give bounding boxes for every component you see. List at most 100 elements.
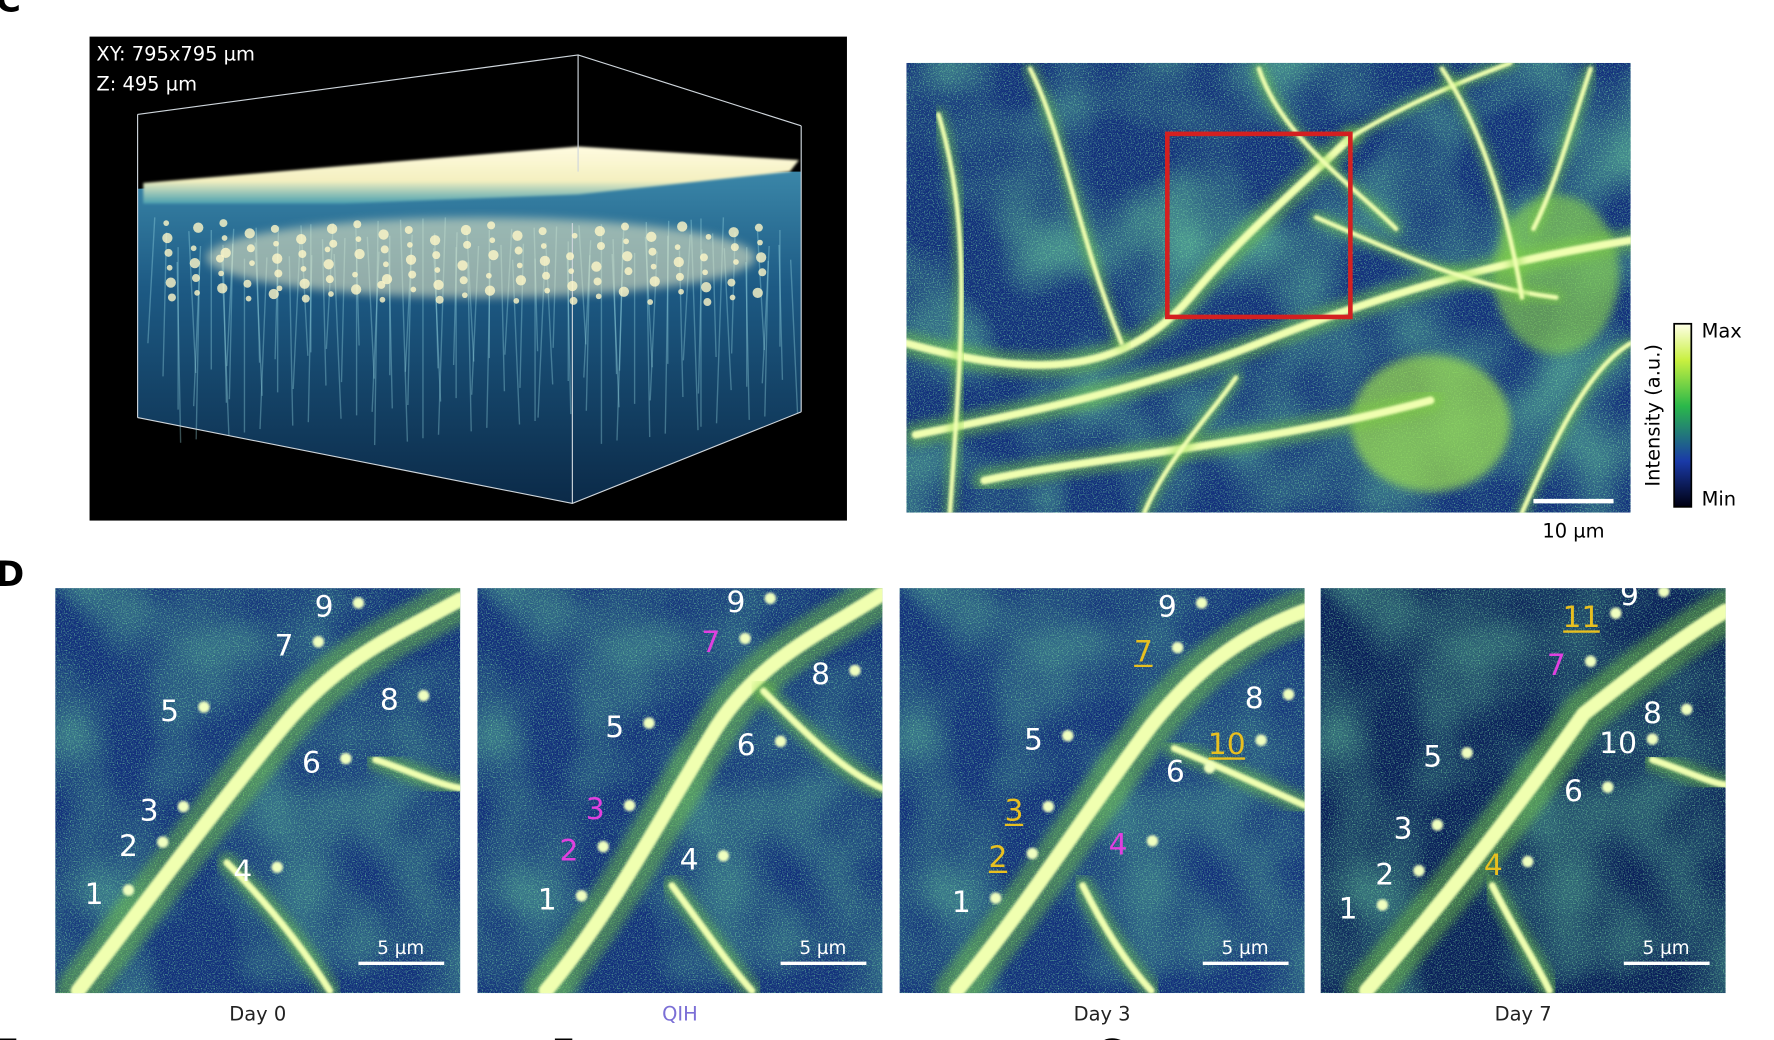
spine-label: 6 [1166,754,1185,789]
soma [296,233,307,245]
spine-label: 3 [1005,793,1024,828]
scale-bar-label: 5 µm [1222,938,1269,959]
volume-z: Z: 495 µm [96,72,197,95]
spine [312,636,325,648]
soma [245,295,252,302]
soma [325,275,334,284]
soma [727,278,736,287]
spine [1255,734,1267,746]
spine [352,597,365,609]
soma [484,285,496,296]
spine [1195,597,1208,609]
soma [268,288,279,300]
spine [1026,847,1039,860]
soma [757,239,763,246]
spine [774,735,787,748]
soma [623,238,630,245]
image [1320,588,1726,994]
spine [1376,899,1389,911]
soma [489,237,496,244]
caption: Day 3 [1074,1003,1131,1026]
neurite [778,244,784,380]
soma [298,249,307,258]
time-point-image: 5 µm 123 4 5 6 7 8 9 10 11 Day 7 [1320,578,1726,1026]
spine [1042,800,1055,813]
soma [648,247,657,256]
spine [271,861,283,873]
spine [157,836,169,848]
soma [618,286,630,297]
soma [513,298,520,304]
soma [567,280,578,292]
spine-label: 4 [680,843,699,878]
soma [460,224,472,236]
spine-label: 5 [605,710,624,745]
soma [705,233,712,240]
spine-label: 7 [275,629,294,664]
soma [485,272,492,279]
soma [677,221,688,232]
spine-label: 3 [586,792,605,827]
time-point-image: 5 µm 123 4 5 6 7 8 9 QIH [477,585,883,1026]
spine-label: 4 [233,854,252,889]
time-point-image: 5 µm 123 4 5 6 7 8 9 Day 0 [55,588,461,1026]
soma [591,261,602,272]
soma [329,239,338,248]
spine [1431,819,1444,831]
overview-image [906,62,1631,513]
spine-label: 6 [302,745,321,780]
soma [324,246,331,253]
soma [193,222,204,233]
soma [189,257,200,269]
soma [755,252,767,263]
dendrite [1358,603,1726,994]
spine-label: 5 [1423,740,1442,775]
soma [512,230,523,241]
soma [701,282,712,293]
soma [540,243,547,249]
spine [1658,588,1670,598]
spine [623,799,636,812]
soma [596,241,605,250]
spine-label: 10 [1208,727,1246,762]
dendrite [538,588,883,994]
spine-label: 1 [952,885,971,920]
spine [1203,761,1216,774]
spine-label: 6 [1564,774,1583,809]
soma [163,220,170,226]
soma [380,245,389,254]
spine-label: 8 [1245,681,1264,716]
spine [1461,747,1473,759]
spine-label: 11 [1563,600,1601,635]
neurite [188,231,197,374]
spine-label: 7 [701,625,720,660]
soma [404,225,413,234]
spine-label: 9 [1620,578,1639,613]
soma [675,272,684,281]
dendrite [906,133,1355,369]
soma [647,299,654,305]
soma [328,291,334,297]
soma [323,259,334,270]
soma [246,244,255,253]
volume-xy: XY: 795x795 µm [96,43,255,66]
soma [429,235,441,246]
spine-label: 8 [811,657,830,692]
soma [514,246,523,255]
next-panel-letters: E F G [0,1033,1125,1040]
spine-label: 1 [538,883,557,918]
spine [989,892,1002,904]
spine-label: 5 [160,694,179,729]
soma [166,264,173,271]
soma [702,269,708,276]
neurite [259,257,268,430]
dendrite [1027,66,1124,346]
soma [568,268,575,275]
neurite [195,260,201,440]
spine [1171,641,1184,654]
soma [220,247,231,258]
soma [728,227,739,238]
soma [733,259,739,265]
spine-label: 5 [1024,722,1043,757]
dendrite [1142,375,1239,513]
